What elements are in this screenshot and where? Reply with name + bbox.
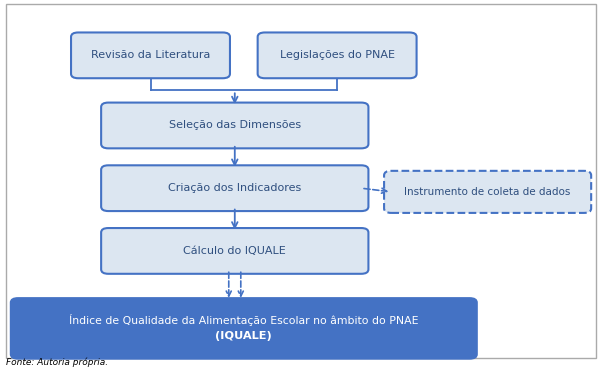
FancyBboxPatch shape [71,32,230,78]
Text: Legislações do PNAE: Legislações do PNAE [279,50,395,61]
Text: Instrumento de coleta de dados: Instrumento de coleta de dados [405,187,571,197]
FancyBboxPatch shape [101,103,368,148]
Text: (IQUALE): (IQUALE) [216,331,272,341]
FancyBboxPatch shape [101,165,368,211]
FancyBboxPatch shape [384,171,591,213]
Text: Criação dos Indicadores: Criação dos Indicadores [168,183,302,193]
FancyBboxPatch shape [258,32,417,78]
FancyBboxPatch shape [101,228,368,274]
Text: Seleção das Dimensões: Seleção das Dimensões [169,120,301,131]
FancyBboxPatch shape [11,298,477,359]
Text: Fonte: Autoria própria.: Fonte: Autoria própria. [6,358,108,367]
Text: Índice de Qualidade da Alimentação Escolar no âmbito do PNAE: Índice de Qualidade da Alimentação Escol… [69,314,418,326]
Text: Cálculo do IQUALE: Cálculo do IQUALE [184,246,286,256]
Text: Revisão da Literatura: Revisão da Literatura [91,50,210,61]
